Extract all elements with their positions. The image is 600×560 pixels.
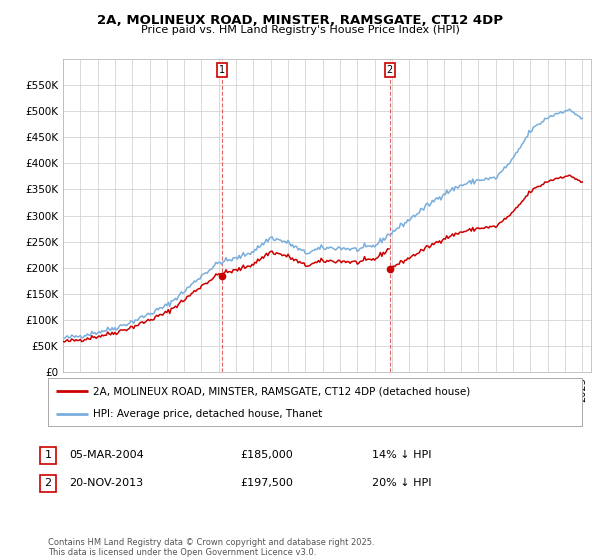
Text: 1: 1 — [218, 65, 225, 75]
Text: 2: 2 — [386, 65, 393, 75]
Text: Price paid vs. HM Land Registry's House Price Index (HPI): Price paid vs. HM Land Registry's House … — [140, 25, 460, 35]
Text: £197,500: £197,500 — [240, 478, 293, 488]
Text: Contains HM Land Registry data © Crown copyright and database right 2025.
This d: Contains HM Land Registry data © Crown c… — [48, 538, 374, 557]
Text: 2: 2 — [44, 478, 52, 488]
Text: 05-MAR-2004: 05-MAR-2004 — [69, 450, 144, 460]
Text: 20-NOV-2013: 20-NOV-2013 — [69, 478, 143, 488]
Text: 14% ↓ HPI: 14% ↓ HPI — [372, 450, 431, 460]
Text: HPI: Average price, detached house, Thanet: HPI: Average price, detached house, Than… — [94, 409, 323, 419]
Text: £185,000: £185,000 — [240, 450, 293, 460]
Text: 2A, MOLINEUX ROAD, MINSTER, RAMSGATE, CT12 4DP (detached house): 2A, MOLINEUX ROAD, MINSTER, RAMSGATE, CT… — [94, 386, 470, 396]
Text: 20% ↓ HPI: 20% ↓ HPI — [372, 478, 431, 488]
Text: 1: 1 — [44, 450, 52, 460]
Text: 2A, MOLINEUX ROAD, MINSTER, RAMSGATE, CT12 4DP: 2A, MOLINEUX ROAD, MINSTER, RAMSGATE, CT… — [97, 14, 503, 27]
